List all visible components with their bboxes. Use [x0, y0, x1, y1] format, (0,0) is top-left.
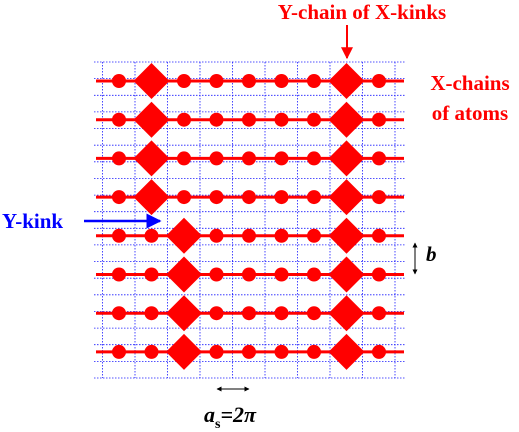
atom	[307, 228, 321, 243]
x-kink	[166, 333, 202, 370]
x-chain	[96, 179, 404, 216]
x-kink	[166, 217, 202, 254]
atom	[307, 190, 321, 205]
b-label: b	[426, 242, 437, 266]
atom	[177, 112, 191, 127]
as-label-rest: =2π	[220, 402, 257, 427]
x-kink	[328, 179, 365, 216]
atom	[112, 344, 126, 359]
x-kink	[133, 140, 170, 177]
atom	[177, 190, 191, 205]
atom	[209, 151, 224, 166]
x-kink	[166, 295, 202, 332]
atom	[307, 306, 321, 321]
atom	[372, 228, 386, 243]
x-chain	[96, 256, 404, 293]
atom	[112, 112, 126, 127]
atom	[242, 344, 256, 359]
atom	[242, 151, 256, 166]
x-kink	[328, 217, 365, 254]
x-kink	[166, 256, 202, 293]
x-kink	[328, 295, 365, 332]
atom	[274, 190, 289, 205]
x-chain	[96, 295, 404, 332]
atom	[372, 74, 386, 88]
atom	[372, 112, 386, 127]
atom	[209, 344, 224, 359]
y-chain-label: Y-chain of X-kinks	[278, 0, 446, 24]
atom	[209, 306, 224, 321]
x-chains-label-line2: of atoms	[432, 101, 508, 125]
x-kink	[328, 63, 365, 99]
atom	[372, 267, 386, 282]
atom	[307, 74, 321, 88]
atom	[307, 344, 321, 359]
atom	[372, 151, 386, 166]
atom	[177, 151, 191, 166]
atom	[209, 190, 224, 205]
atom	[112, 74, 126, 88]
atom	[274, 306, 289, 321]
x-kink	[133, 63, 170, 99]
x-chain	[96, 63, 404, 99]
atom	[372, 306, 386, 321]
x-kink	[133, 101, 170, 138]
atom	[144, 306, 159, 321]
x-chains-group	[96, 63, 404, 370]
atom	[242, 306, 256, 321]
x-chain	[96, 140, 404, 177]
x-kink	[133, 179, 170, 216]
x-kink	[328, 256, 365, 293]
atom	[274, 228, 289, 243]
atom	[372, 344, 386, 359]
atom	[274, 344, 289, 359]
atom	[307, 112, 321, 127]
atom	[242, 228, 256, 243]
atom	[242, 267, 256, 282]
x-kink	[328, 140, 365, 177]
atom	[177, 74, 191, 88]
atom	[112, 306, 126, 321]
atom	[112, 228, 126, 243]
atom	[274, 74, 289, 88]
atom	[144, 228, 159, 243]
x-kink	[328, 101, 365, 138]
atom	[307, 267, 321, 282]
as-label-sub: s	[215, 417, 221, 432]
as-label: as=2π	[204, 402, 257, 432]
atom	[242, 190, 256, 205]
atom	[242, 74, 256, 88]
atom	[242, 112, 256, 127]
atom	[144, 267, 159, 282]
atom	[209, 112, 224, 127]
atom	[209, 267, 224, 282]
atom	[112, 151, 126, 166]
x-chain	[96, 101, 404, 138]
x-chain	[96, 333, 404, 370]
atom	[209, 74, 224, 88]
atom	[144, 344, 159, 359]
atom	[274, 112, 289, 127]
atom	[274, 267, 289, 282]
atom	[209, 228, 224, 243]
y-kink-label: Y-kink	[2, 209, 63, 233]
x-chains-label-line1: X-chains	[430, 71, 509, 95]
atom	[112, 267, 126, 282]
as-label-a: a	[204, 402, 215, 427]
atom	[274, 151, 289, 166]
atom	[112, 190, 126, 205]
x-kink	[328, 333, 365, 370]
atom	[307, 151, 321, 166]
atom	[372, 190, 386, 205]
x-chain	[96, 217, 404, 254]
